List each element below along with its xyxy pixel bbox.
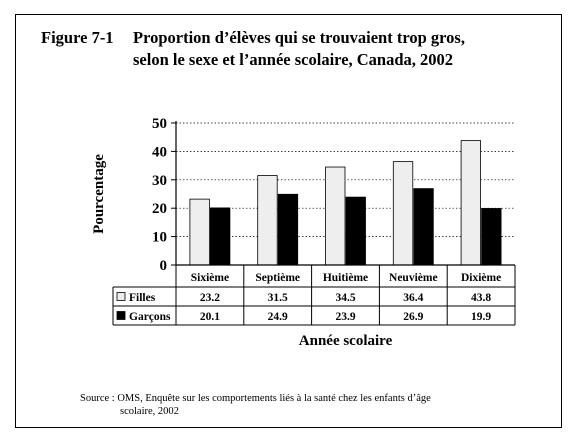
legend-swatch-0 bbox=[116, 292, 126, 301]
data-label: 34.5 bbox=[335, 292, 355, 304]
chart-title-line-2: selon le sexe et l’année scolaire, Canad… bbox=[133, 50, 454, 69]
x-category-label: Dixième bbox=[461, 272, 501, 284]
bar-garons-4 bbox=[481, 208, 502, 266]
bar-garons-1 bbox=[277, 193, 299, 266]
figure-frame bbox=[15, 14, 562, 428]
y-tick-label: 30 bbox=[152, 173, 167, 189]
x-category-label: Neuvième bbox=[389, 272, 438, 284]
legend-label-1: Garçons bbox=[129, 311, 171, 323]
y-axis-label: Pourcentage bbox=[91, 154, 107, 234]
x-category-label: Sixième bbox=[191, 272, 229, 284]
data-label: 24.9 bbox=[268, 311, 288, 323]
y-tick-label: 0 bbox=[160, 258, 168, 274]
legend-swatch-1 bbox=[116, 311, 126, 320]
source-line-2: scolaire, 2002 bbox=[120, 406, 179, 417]
x-axis-label: Année scolaire bbox=[299, 333, 393, 349]
bar-garons-3 bbox=[413, 188, 434, 266]
data-label: 43.8 bbox=[471, 292, 491, 304]
source-line-1: Source : OMS, Enquête sur les comporteme… bbox=[80, 393, 431, 404]
source-note: Source : OMS, Enquête sur les comporteme… bbox=[80, 392, 520, 418]
bar-filles-2 bbox=[325, 166, 346, 266]
data-label: 19.9 bbox=[471, 311, 491, 323]
y-tick-label: 20 bbox=[152, 201, 167, 217]
bar-garons-2 bbox=[345, 196, 366, 266]
figure-number: Figure 7-1 bbox=[41, 28, 114, 47]
data-label: 23.2 bbox=[200, 292, 220, 304]
legend-label-0: Filles bbox=[129, 292, 156, 304]
data-label: 20.1 bbox=[200, 311, 220, 323]
data-label: 23.9 bbox=[335, 311, 355, 323]
bar-garons-0 bbox=[209, 207, 231, 266]
y-tick-label: 40 bbox=[152, 144, 167, 160]
bar-filles-4 bbox=[460, 140, 482, 266]
chart-title-line-1: Proportion d’élèves qui se trouvaient tr… bbox=[133, 28, 465, 47]
bar-filles-0 bbox=[189, 198, 210, 266]
y-tick-label: 10 bbox=[152, 230, 167, 246]
bar-filles-3 bbox=[392, 161, 414, 266]
y-tick-label: 50 bbox=[152, 116, 167, 132]
data-label: 31.5 bbox=[268, 292, 288, 304]
data-label: 36.4 bbox=[403, 292, 423, 304]
data-label: 26.9 bbox=[403, 311, 423, 323]
x-category-label: Huitième bbox=[323, 272, 368, 284]
bar-filles-1 bbox=[257, 175, 278, 266]
x-category-label: Septième bbox=[255, 272, 300, 284]
